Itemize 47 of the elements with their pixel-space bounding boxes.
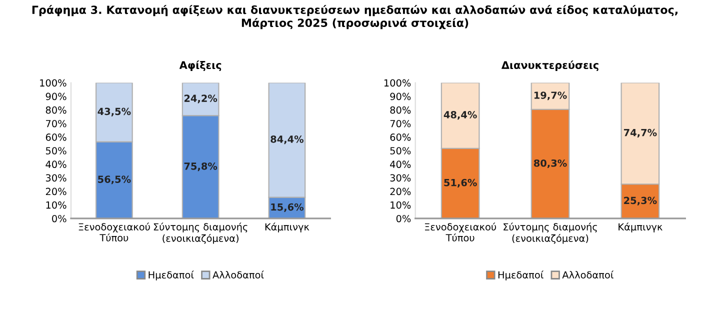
x-tick-label: Κάμπινγκ	[265, 222, 310, 232]
chart-subtitle: Αφίξεις	[179, 60, 222, 72]
y-tick-label: 80%	[46, 106, 66, 114]
data-label: 56,5%	[98, 176, 131, 184]
legend-label: Αλλοδαποί	[212, 270, 264, 279]
y-tick-label: 20%	[46, 188, 66, 196]
x-tick-label: Ξενοδοχειακού Τύπου	[78, 222, 150, 242]
data-label: 19,7%	[534, 92, 567, 100]
y-tick-label: 40%	[390, 160, 411, 168]
y-tick-label: 80%	[390, 106, 411, 114]
text: Γράφημα 3. Κατανομή αφίξεων και διανυκτερεύσεων ημεδαπών και αλλοδαπών ανά είδος καταλύματος, Μάρτιος 2025 (προσωρινά στοιχεία)	[32, 4, 678, 30]
y-tick-label: 90%	[390, 92, 411, 100]
data-label: 43,5%	[98, 108, 131, 116]
y-tick-label: 0%	[52, 214, 66, 222]
data-label: 75,8%	[184, 162, 218, 172]
y-tick-label: 40%	[46, 160, 66, 168]
y-tick-label: 30%	[46, 174, 66, 182]
y-tick-label: 60%	[390, 134, 411, 141]
y-tick-label: 70%	[46, 120, 66, 128]
y-tick-label: 30%	[390, 174, 411, 182]
y-tick-label: 90%	[46, 92, 66, 100]
data-label: 24,2%	[184, 94, 218, 104]
y-tick-label: 50%	[46, 147, 66, 154]
data-label: 15,6%	[271, 203, 304, 212]
y-tick-label: 100%	[40, 79, 66, 87]
legend-label: Ημεδαποί	[148, 270, 194, 280]
chart-subtitle: Διανυκτερεύσεις	[501, 60, 598, 72]
data-label: 80,3%	[534, 159, 567, 168]
y-tick-label: 50%	[390, 147, 411, 154]
legend-label: Αλλοδαποί	[562, 270, 614, 279]
y-tick-label: 20%	[390, 188, 411, 196]
y-tick-label: 60%	[46, 134, 66, 141]
x-tick-label: Σύντομης διαμονής (ενοικιαζόμενα)	[504, 222, 597, 244]
y-tick-label: 70%	[390, 120, 411, 128]
y-tick-label: 0%	[396, 214, 411, 222]
data-label: 25,3%	[624, 196, 657, 206]
data-label: 74,7%	[624, 128, 657, 138]
y-tick-label: 10%	[390, 201, 411, 209]
data-label: 51,6%	[444, 178, 477, 188]
x-tick-label: Κάμπινγκ	[618, 222, 662, 232]
y-tick-label: 100%	[384, 79, 411, 87]
data-label: 84,4%	[270, 135, 304, 144]
legend-label: Ημεδαποί	[498, 270, 544, 280]
x-tick-label: Ξενοδοχειακού Τύπου	[424, 222, 496, 242]
y-tick-label: 10%	[46, 201, 66, 209]
x-tick-label: Σύντομης διαμονής (ενοικιαζόμενα)	[154, 222, 248, 244]
data-label: 48,4%	[444, 111, 477, 120]
